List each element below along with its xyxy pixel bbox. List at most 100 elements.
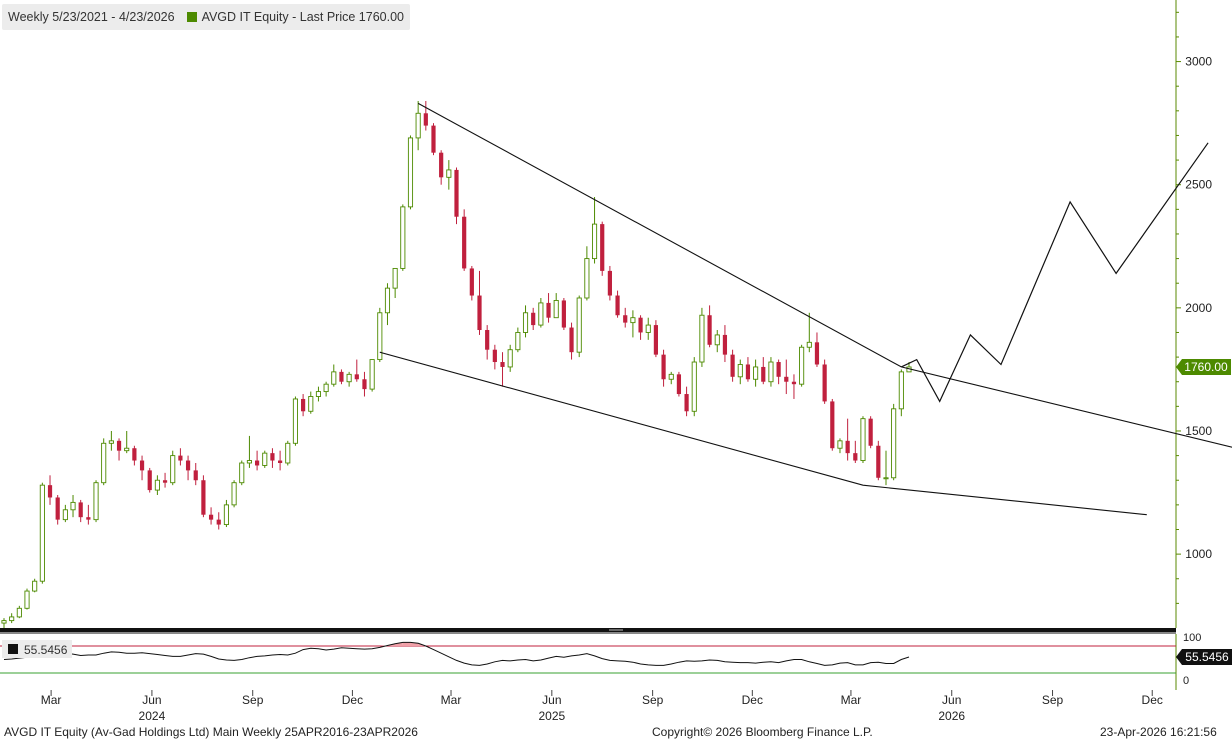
candle-body xyxy=(638,318,642,333)
date-axis-month-label: Mar xyxy=(441,693,462,707)
legend-series-label: AVGD IT Equity - Last Price 1760.00 xyxy=(202,10,404,24)
date-axis-month-label: Jun xyxy=(142,693,161,707)
candle-body xyxy=(324,384,328,391)
candle-body xyxy=(754,367,758,379)
candle-body xyxy=(362,379,366,389)
candle-body xyxy=(531,313,535,325)
candle-body xyxy=(723,335,727,355)
candle-body xyxy=(454,170,458,217)
candle-body xyxy=(738,364,742,376)
candle-body xyxy=(677,374,681,394)
candle-body xyxy=(838,441,842,448)
candle-body xyxy=(109,441,113,443)
candle-body xyxy=(731,355,735,377)
candle-body xyxy=(255,461,259,466)
candle-body xyxy=(707,315,711,345)
candle-body xyxy=(623,315,627,322)
candle-body xyxy=(876,446,880,478)
candle-body xyxy=(416,113,420,138)
candle-body xyxy=(585,259,589,298)
candle-body xyxy=(546,303,550,318)
date-axis-year-label: 2025 xyxy=(538,709,565,723)
candle-body xyxy=(347,374,351,381)
candle-body xyxy=(408,138,412,207)
candle-body xyxy=(270,453,274,460)
date-axis-year-label: 2024 xyxy=(139,709,166,723)
projection-path xyxy=(901,143,1208,402)
candle-body xyxy=(846,441,850,453)
candle-body xyxy=(899,372,903,409)
candle-body xyxy=(508,350,512,367)
candle-body xyxy=(477,296,481,330)
candle-body xyxy=(278,461,282,463)
candle-body xyxy=(562,300,566,327)
candle-body xyxy=(861,419,865,461)
candle-body xyxy=(493,350,497,362)
price-axis-tick-label: 1000 xyxy=(1185,547,1212,561)
candle-body xyxy=(462,217,466,269)
candle-body xyxy=(600,224,604,271)
candle-body xyxy=(301,399,305,411)
date-axis-month-label: Sep xyxy=(1042,693,1064,707)
candle-body xyxy=(830,401,834,448)
candle-body xyxy=(884,478,888,479)
candle-body xyxy=(48,485,52,497)
rsi-legend-label: 55.5456 xyxy=(24,643,68,657)
candle-body xyxy=(692,362,696,411)
candle-body xyxy=(769,362,773,382)
date-axis-month-label: Dec xyxy=(342,693,363,707)
candle-body xyxy=(608,271,612,296)
candle-body xyxy=(102,443,106,482)
candle-body xyxy=(293,399,297,443)
candle-body xyxy=(431,126,435,153)
candle-body xyxy=(86,517,90,519)
candle-body xyxy=(554,300,558,317)
candle-body xyxy=(286,443,290,463)
candle-body xyxy=(661,355,665,380)
candle-body xyxy=(439,153,443,178)
candle-body xyxy=(56,497,60,519)
candle-body xyxy=(33,581,37,591)
candle-body xyxy=(393,268,397,288)
candle-body xyxy=(209,515,213,520)
candle-body xyxy=(163,480,167,482)
candle-body xyxy=(684,394,688,411)
date-axis-month-label: Jun xyxy=(942,693,961,707)
candle-body xyxy=(715,335,719,345)
candle-body xyxy=(792,382,796,384)
candle-body xyxy=(424,113,428,125)
candle-body xyxy=(539,303,543,325)
candle-body xyxy=(240,463,244,483)
candle-body xyxy=(784,377,788,382)
footer-timestamp: 23-Apr-2026 16:21:56 xyxy=(1100,725,1217,739)
candle-body xyxy=(194,470,198,480)
date-axis-month-label: Jun xyxy=(542,693,561,707)
candle-body xyxy=(892,409,896,478)
candle-body xyxy=(263,453,267,465)
rsi-legend-swatch xyxy=(8,644,18,654)
candle-body xyxy=(17,608,21,617)
candle-body xyxy=(2,621,6,623)
candle-body xyxy=(40,485,44,581)
date-axis-month-label: Sep xyxy=(242,693,264,707)
candle-body xyxy=(385,288,389,313)
candle-body xyxy=(800,347,804,384)
candle-body xyxy=(71,502,75,509)
candle-body xyxy=(25,591,29,608)
candle-body xyxy=(171,456,175,483)
price-axis-tick-label: 2500 xyxy=(1185,178,1212,192)
candle-body xyxy=(125,448,129,450)
candle-body xyxy=(631,318,635,323)
candle-body xyxy=(516,332,520,349)
candle-body xyxy=(140,461,144,471)
candle-body xyxy=(178,456,182,461)
candle-body xyxy=(777,362,781,377)
candle-body xyxy=(807,342,811,347)
candle-body xyxy=(615,296,619,316)
legend-date-range: Weekly 5/23/2021 - 4/23/2026 xyxy=(8,10,175,24)
candle-body xyxy=(232,483,236,505)
rsi-last-value-label: 55.5456 xyxy=(1185,650,1229,664)
date-axis-month-label: Mar xyxy=(841,693,862,707)
